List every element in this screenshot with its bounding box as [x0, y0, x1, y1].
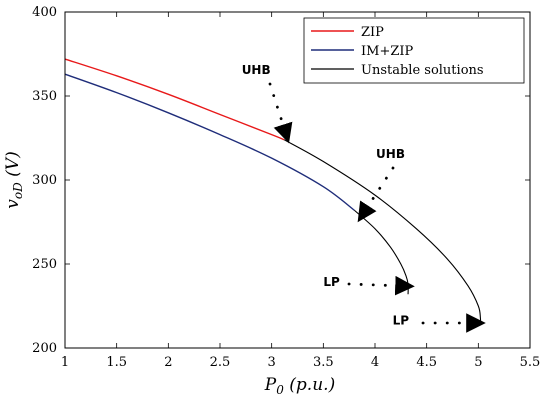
y-tick-label: 350: [32, 89, 57, 104]
x-axis-label-main: P: [264, 375, 277, 395]
y-axis-label: voD (V): [3, 151, 25, 208]
tick-layer: 1 1.5 2 2.5 3 3.5 4 4.5 5 5.5 200 250 300 350 400: [32, 5, 540, 370]
y-tick-label: 250: [32, 257, 57, 272]
x-tick-label: 5.5: [520, 355, 541, 370]
legend-label-im-zip: IM+ZIP: [361, 44, 414, 59]
x-tick-label: 1.5: [106, 355, 127, 370]
x-tick-label: 2: [164, 355, 172, 370]
y-tick-label: 300: [32, 173, 57, 188]
y-tick-label: 200: [32, 341, 57, 356]
legend-label-zip: ZIP: [361, 25, 384, 40]
legend: ZIP IM+ZIP Unstable solutions: [303, 17, 525, 84]
plot-frame: [64, 11, 531, 349]
y-axis-label-main: v: [3, 199, 23, 209]
annotation-uhb-zip: UHB: [242, 63, 271, 77]
y-axis-label-unit: (V): [3, 151, 23, 182]
annotation-layer: UHB UHB LP LP: [242, 63, 486, 333]
x-axis-label-sub: 0: [276, 383, 284, 397]
x-axis-label-unit: (p.u.): [284, 375, 335, 395]
annotation-uhb-im-zip: UHB: [376, 147, 405, 161]
x-tick-label: 3.5: [313, 355, 334, 370]
annotation-lp-im-zip: LP: [323, 275, 340, 289]
x-tick-label: 2.5: [210, 355, 231, 370]
y-tick-label: 400: [32, 5, 57, 20]
series-im-zip-line: [64, 73, 355, 211]
y-axis-label-sub: oD: [11, 182, 25, 199]
x-tick-label: 4: [371, 355, 379, 370]
x-tick-label: 5: [474, 355, 482, 370]
legend-label-unstable: Unstable solutions: [361, 63, 484, 78]
x-axis-label: P0 (p.u.): [264, 375, 335, 397]
x-tick-label: 3: [268, 355, 276, 370]
x-tick-label: 4.5: [416, 355, 437, 370]
annotation-lp-zip: LP: [393, 313, 410, 327]
x-tick-label: 1: [61, 355, 69, 370]
